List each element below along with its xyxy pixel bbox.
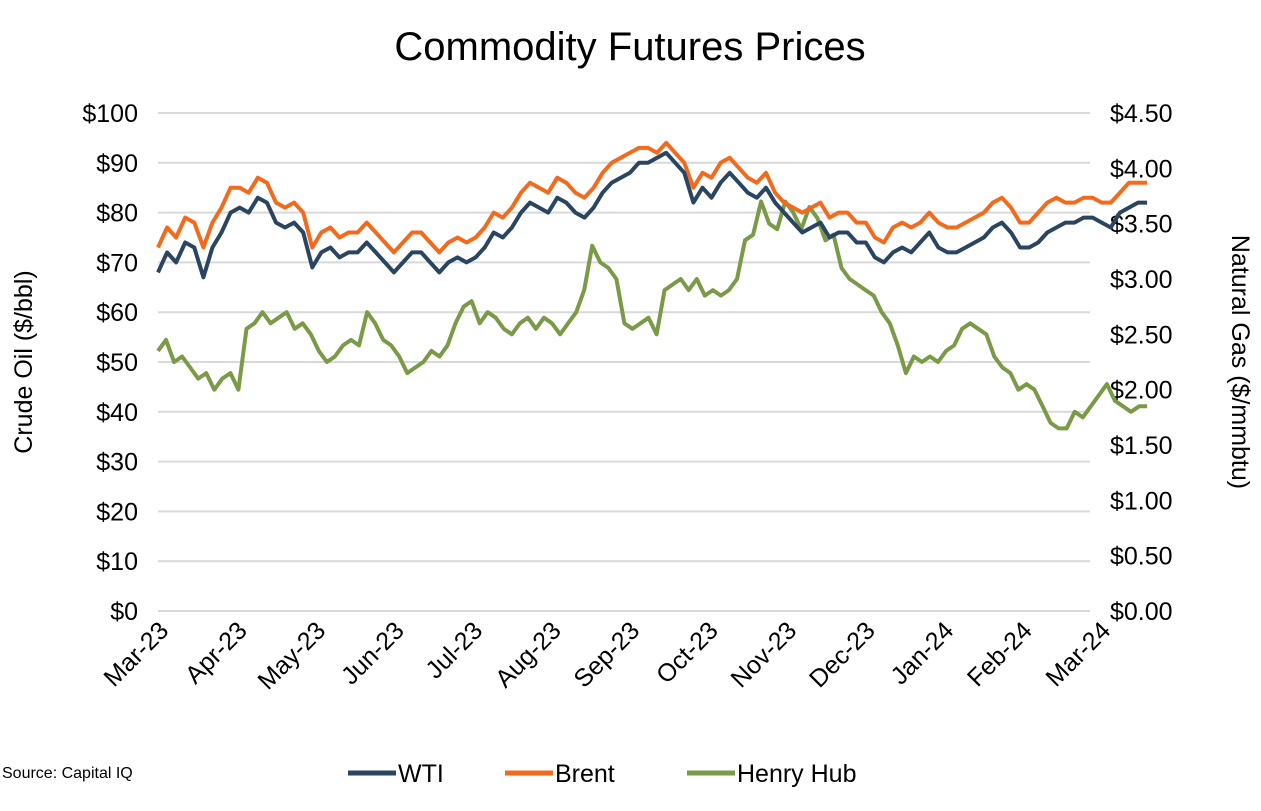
right-tick-label: $0.50: [1110, 543, 1173, 571]
right-tick-label: $1.50: [1110, 432, 1173, 460]
right-tick-label: $1.00: [1110, 487, 1173, 515]
x-tick-label: Mar-24: [1040, 616, 1116, 692]
left-tick-label: $90: [96, 150, 138, 178]
x-tick-label: Mar-23: [98, 616, 174, 692]
x-tick-label: Apr-23: [180, 616, 253, 689]
left-tick-label: $30: [96, 449, 138, 477]
right-tick-label: $2.00: [1110, 377, 1173, 405]
x-tick-label: Aug-23: [490, 616, 567, 693]
right-tick-label: $4.00: [1110, 155, 1173, 183]
x-tick-label: Feb-24: [962, 616, 1038, 692]
legend-label-henry-hub: Henry Hub: [737, 760, 857, 788]
left-axis-title: Crude Oil ($/bbl): [10, 270, 38, 453]
legend-label-brent: Brent: [555, 760, 615, 788]
right-tick-label: $2.50: [1110, 321, 1173, 349]
x-tick-label: Oct-23: [651, 616, 724, 689]
x-tick-label: May-23: [252, 616, 331, 695]
left-tick-label: $10: [96, 548, 138, 576]
x-tick-label: Sep-23: [568, 616, 645, 693]
chart-title: Commodity Futures Prices: [394, 25, 865, 69]
right-axis-title: Natural Gas ($/mmbtu): [1226, 235, 1254, 489]
right-tick-label: $4.50: [1110, 100, 1173, 128]
left-tick-label: $0: [110, 598, 138, 626]
left-tick-label: $20: [96, 498, 138, 526]
series-line-wti: [156, 150, 1148, 280]
left-tick-label: $70: [96, 249, 138, 277]
left-tick-label: $100: [82, 100, 138, 128]
x-tick-label: Jan-24: [885, 616, 959, 690]
x-tick-label: Jul-23: [420, 616, 488, 684]
right-tick-label: $0.00: [1110, 598, 1173, 626]
series-line-brent: [156, 140, 1148, 255]
x-tick-label: Dec-23: [804, 616, 881, 693]
left-tick-label: $60: [96, 299, 138, 327]
source-note: Source: Capital IQ: [2, 765, 133, 782]
left-tick-label: $50: [96, 349, 138, 377]
left-tick-label: $40: [96, 399, 138, 427]
legend-label-wti: WTI: [398, 760, 444, 788]
x-tick-label: Jun-23: [336, 616, 410, 690]
series-line-henry-hub: [156, 199, 1148, 431]
left-tick-label: $80: [96, 200, 138, 228]
x-tick-label: Nov-23: [725, 616, 802, 693]
right-tick-label: $3.00: [1110, 266, 1173, 294]
